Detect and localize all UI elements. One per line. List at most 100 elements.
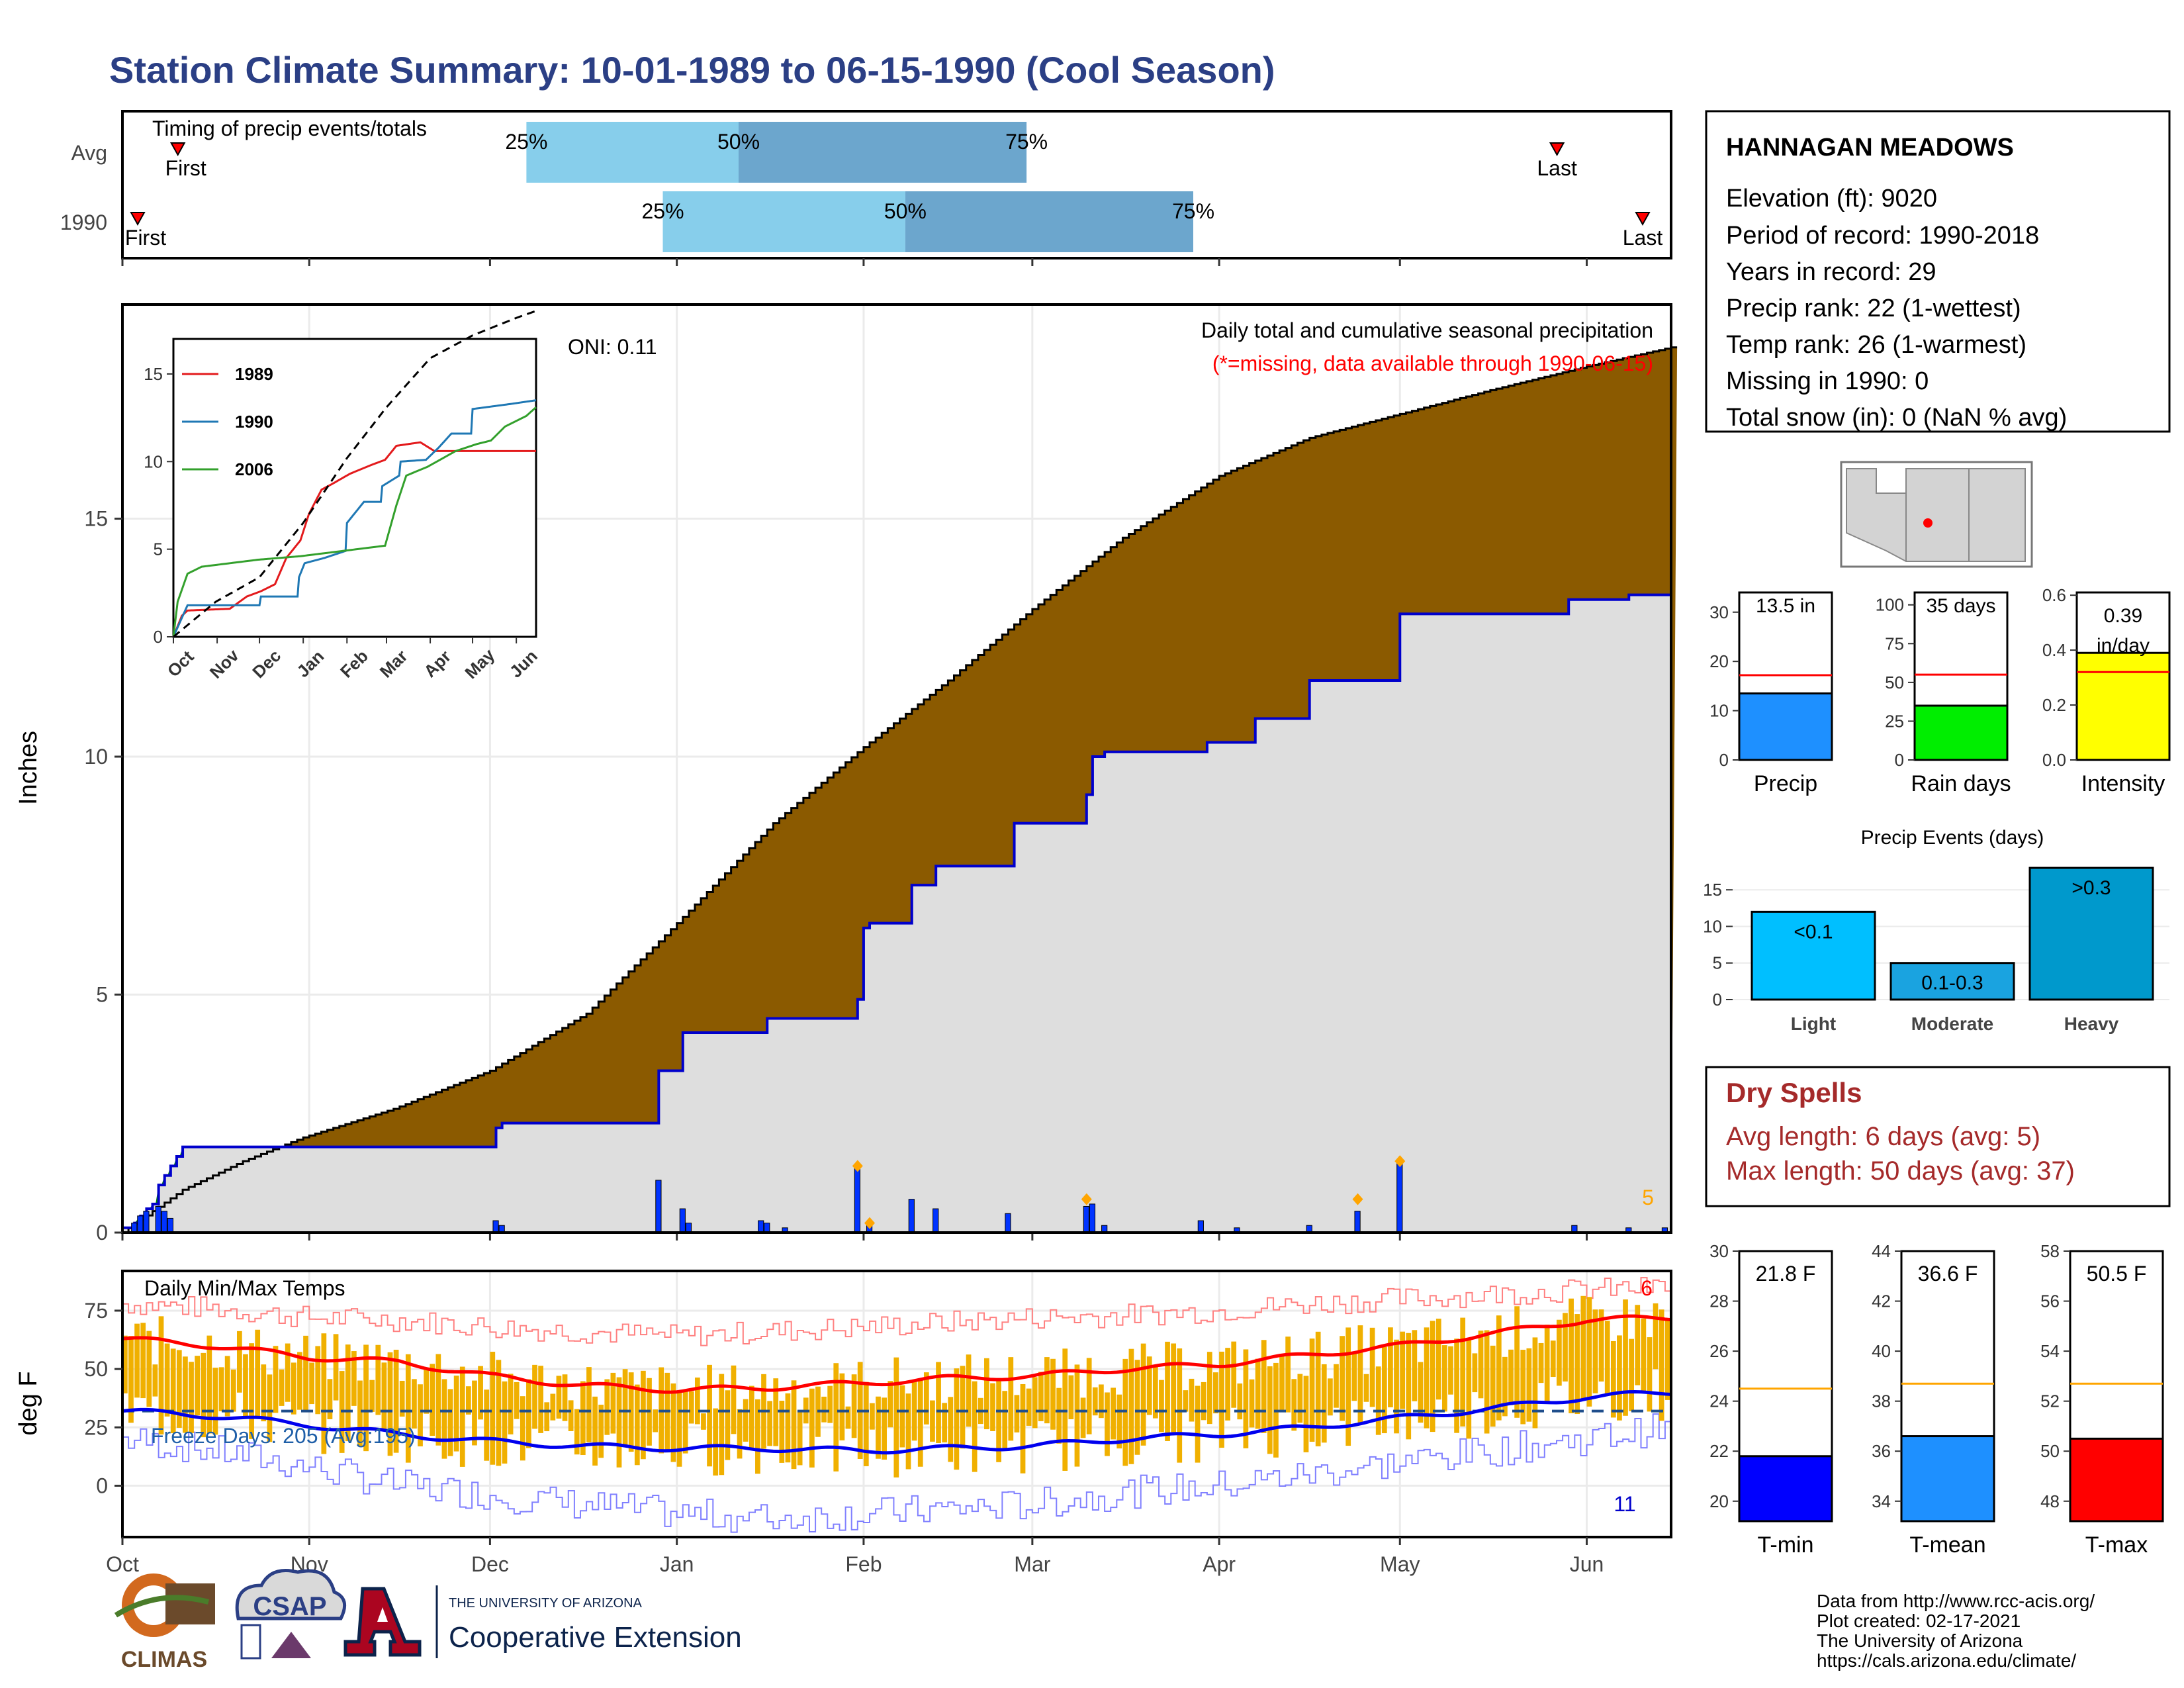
- daily-temp-bar: [1635, 1305, 1641, 1385]
- station-info-box: HANNAGAN MEADOWS Elevation (ft): 9020 Pe…: [1705, 110, 2171, 433]
- temp-corner-high: 6: [1641, 1276, 1653, 1300]
- temp-bar-y-tick-label: 50: [2040, 1441, 2060, 1461]
- temp-corner-low: 11: [1614, 1492, 1635, 1516]
- daily-temp-bar: [767, 1401, 772, 1446]
- daily-temp-bar: [1478, 1331, 1484, 1399]
- temp-panel-title: Daily Min/Max Temps: [144, 1276, 345, 1300]
- missing-data-marker: [1352, 1193, 1363, 1205]
- temp-bar-y-tick-label: 56: [2040, 1291, 2060, 1311]
- temp-bar-y-tick-label: 34: [1872, 1491, 1891, 1511]
- daily-temp-bar: [297, 1352, 302, 1410]
- daily-temp-bar: [580, 1381, 586, 1456]
- daily-temp-bar: [1496, 1315, 1502, 1421]
- daily-temp-bar: [230, 1369, 236, 1412]
- precip-y-tick-label: 15: [84, 507, 108, 531]
- daily-temp-bar: [664, 1372, 670, 1453]
- daily-temp-bar: [303, 1335, 308, 1413]
- daily-temp-bar: [1249, 1379, 1255, 1428]
- q50-label: 50%: [884, 199, 927, 223]
- daily-temp-bar: [586, 1367, 592, 1442]
- mini-bar-y-tick-label: 0.0: [2042, 750, 2066, 770]
- daily-temp-bar: [851, 1374, 857, 1438]
- mini-bar-y-tick-label: 0.2: [2042, 695, 2066, 715]
- daily-temp-bar: [876, 1396, 881, 1459]
- daily-temp-bar: [1020, 1383, 1026, 1474]
- precip-y-tick-label: 10: [84, 745, 108, 769]
- climas-logo-text: CLIMAS: [121, 1647, 207, 1672]
- inset-legend-label: 2006: [235, 459, 273, 479]
- precip-events-title: Precip Events (days): [1861, 827, 2044, 849]
- daily-temp-bar: [1116, 1394, 1122, 1449]
- daily-temp-bar: [1574, 1314, 1580, 1415]
- daily-temp-bar: [273, 1346, 279, 1413]
- freeze-days-label: Freeze Days: 205 (Avg:195): [151, 1424, 416, 1448]
- average-min-line: [122, 1390, 1672, 1455]
- events-bar-moderate: [1889, 962, 2015, 1001]
- temp-x-tick-label: Feb: [845, 1552, 882, 1576]
- daily-temp-bar: [1008, 1357, 1014, 1441]
- daily-temp-bar: [1219, 1351, 1224, 1448]
- daily-temp-bar: [357, 1380, 363, 1446]
- events-y-tick-label: 15: [1703, 880, 1722, 900]
- daily-temp-bar: [453, 1376, 459, 1452]
- daily-temp-bar: [441, 1379, 447, 1459]
- daily-temp-bar: [809, 1388, 815, 1468]
- daily-temp-bar: [146, 1331, 152, 1407]
- inset-series-line-1990: [172, 399, 537, 637]
- temp-y-label: deg F: [15, 1371, 42, 1435]
- mini-bar-y-tick-label: 0.4: [2042, 640, 2066, 660]
- daily-temp-bar: [984, 1358, 989, 1430]
- daily-temp-bar: [948, 1397, 954, 1462]
- daily-temp-bar: [622, 1369, 628, 1447]
- mini-bar-name: Intensity: [2081, 771, 2165, 796]
- cumulative-average-line: [122, 346, 1678, 1234]
- mini-bar-y-tick-label: 0: [1719, 750, 1729, 770]
- events-bar-light: [1751, 910, 1876, 1001]
- daily-temp-bar: [905, 1393, 911, 1470]
- daily-temp-bar: [1418, 1362, 1424, 1423]
- temp-x-axis: Oct Nov Dec Jan Feb Mar Apr May Jun: [106, 1537, 1604, 1576]
- daily-temp-bar: [508, 1374, 514, 1434]
- daily-precip-bar: [1083, 1205, 1089, 1233]
- daily-temp-bar: [195, 1356, 200, 1416]
- daily-temp-bar: [972, 1381, 978, 1472]
- daily-temp-bar: [731, 1365, 737, 1434]
- daily-temp-bar: [694, 1378, 700, 1425]
- daily-temp-bar: [833, 1363, 839, 1472]
- daily-temp-bar: [996, 1379, 1001, 1462]
- mini-bar-y-tick-label: 50: [1885, 673, 1904, 692]
- temp-bar-y-tick-label: 52: [2040, 1391, 2060, 1411]
- temp-panel: 0 25 50 75 deg F Daily Min/Max Temps Freeze…: [15, 1270, 1672, 1576]
- temp-bar-value-label: 50.5 F: [2087, 1262, 2147, 1286]
- temp-bar-y-tick-label: 58: [2040, 1241, 2060, 1261]
- daily-temp-bar: [887, 1381, 893, 1428]
- daily-temp-bar: [418, 1384, 423, 1446]
- daily-temp-bar: [375, 1344, 381, 1415]
- daily-temp-bar: [1315, 1331, 1321, 1446]
- daily-temp-bar: [899, 1385, 905, 1448]
- daily-temp-bar: [1159, 1380, 1164, 1432]
- temp-bar-y-tick-label: 54: [2040, 1341, 2060, 1361]
- missing-data-marker: [1394, 1155, 1406, 1168]
- daily-temp-bar: [484, 1389, 490, 1461]
- temp-x-tick-label: Mar: [1014, 1552, 1050, 1576]
- daily-temp-bar: [1134, 1360, 1140, 1455]
- daily-temp-bar: [212, 1368, 218, 1435]
- daily-temp-bar: [725, 1390, 731, 1460]
- daily-temp-bar: [707, 1364, 712, 1467]
- mini-bar-y-tick-label: 0.6: [2042, 585, 2066, 605]
- credit-line-url: https://cals.arizona.edu/climate/: [1817, 1650, 2076, 1671]
- daily-temp-bar: [930, 1400, 935, 1442]
- daily-temp-bar: [514, 1382, 520, 1419]
- daily-temp-bar: [1152, 1366, 1158, 1419]
- daily-temp-bar: [676, 1393, 682, 1467]
- temp-bar-name: T-mean: [1909, 1532, 1985, 1558]
- daily-precip-bar: [1089, 1203, 1096, 1233]
- daily-temp-bar: [779, 1401, 785, 1463]
- daily-temp-bar: [393, 1349, 399, 1453]
- events-bar-label: <0.1: [1794, 921, 1833, 943]
- daily-temp-bar: [236, 1331, 242, 1393]
- daily-temp-bar: [1255, 1358, 1261, 1429]
- daily-temp-bar: [1183, 1390, 1189, 1412]
